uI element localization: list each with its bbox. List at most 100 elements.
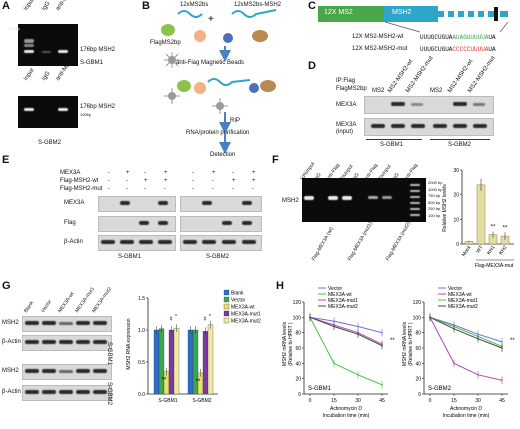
row-label: MEX3A	[60, 170, 81, 176]
cell-line-label: S-GBM1	[106, 342, 112, 366]
legend-label: Vector	[328, 286, 343, 292]
mut-sequence: UUUGCUGUACCCCCUUUUAUA	[420, 46, 496, 53]
series-line	[309, 317, 383, 386]
y-axis-title: MSH2 mRNA levels	[282, 322, 288, 366]
rip-schematic: +	[161, 9, 277, 154]
ms2bs-msh2-label: 12xMS2bs-MSH2	[234, 2, 282, 8]
y-tick-label: 20	[415, 377, 421, 383]
ladder-label: 1000 bp	[428, 186, 443, 192]
y-tick-label: 1.5	[138, 296, 145, 302]
msh2-block	[384, 6, 438, 22]
y-tick-label: 0	[418, 392, 421, 398]
treatment-mark: +	[164, 170, 168, 176]
series-line	[429, 317, 503, 381]
treatment-mark: -	[164, 186, 166, 192]
svg-text:+: +	[208, 14, 214, 25]
panel-subtitle: S-GBM1	[308, 386, 332, 392]
cell-line-label: S-GBM2	[106, 382, 112, 406]
ms2bs-label: 12xMS2bs	[180, 2, 209, 8]
significance-mark: **	[390, 338, 395, 344]
row-label: MEX3A	[336, 102, 357, 108]
y-tick-label: 80	[415, 331, 421, 337]
significance-mark: **	[162, 378, 167, 384]
y-tick-label: 0	[456, 242, 459, 248]
purification-label: RNA/protein purification	[186, 130, 250, 136]
blot-e2b	[180, 216, 262, 232]
legend-label: MEX3A-wt	[448, 292, 472, 298]
y-tick-label: 60	[415, 346, 421, 352]
flag-ms2bp-icon	[161, 24, 175, 36]
blot-e3	[98, 235, 176, 251]
bar	[202, 331, 209, 395]
chart-f-bar: 0 10 20 30 Mock WT KH1 KH2 ** ** Flag-MEX3A-mut Rel…	[442, 168, 514, 269]
x-tick-label: 30	[475, 398, 481, 404]
blot-label: β-Actin	[64, 239, 83, 245]
ladder-label: 250bp	[9, 26, 21, 31]
blot-e1b	[180, 196, 262, 212]
significance-mark: #	[170, 316, 173, 322]
x-tick-label: KH1	[486, 245, 497, 257]
panel-label-b: B	[142, 0, 150, 12]
x-tick-label: 0	[429, 398, 432, 404]
exon-track	[438, 7, 508, 21]
lane-labels-f: 10%Input IgG anti-Flag 2%Input IgG anti-Flag 2…	[299, 160, 434, 182]
data-point	[453, 328, 455, 330]
cell-line-label: S-GBM1	[118, 254, 142, 260]
lane-label: Blank	[23, 300, 36, 314]
treatment-mark: -	[232, 186, 234, 192]
x-tick-label: S-GBM2	[192, 398, 211, 404]
beads-label: anti-Flag Magnetic Beads	[176, 60, 245, 66]
x-tick-label: 30	[355, 398, 361, 404]
bar	[173, 327, 180, 395]
treatment-mark: +	[164, 178, 168, 184]
ladder-labels-f: 2000 bp 1000 bp 750 bp 500 bp 250 bp 100 bp	[428, 180, 452, 220]
lane-label: anti-MEX3A	[55, 0, 78, 12]
gel-image-a2	[18, 96, 78, 128]
y-tick-label: 60	[295, 346, 301, 352]
y-tick-label: 80	[295, 331, 301, 337]
x-tick-label: 15	[331, 398, 337, 404]
treatment-mark: -	[126, 178, 128, 184]
series-line	[429, 316, 503, 347]
y-axis-title: MSH2 mRNA levels	[402, 322, 408, 366]
legend-label: MEX3A-mut1	[231, 312, 261, 318]
ladder-label: 100 bp	[428, 212, 441, 218]
x-tick-label: Mock	[461, 244, 473, 258]
data-point	[357, 374, 359, 376]
legend-label: MEX3A-mut2	[328, 304, 358, 310]
treatment-mark: -	[192, 170, 194, 176]
data-point	[357, 325, 359, 328]
significance-mark: **	[196, 379, 201, 385]
blot-d2	[364, 118, 494, 136]
cell-line-label: S-GBM2	[206, 254, 230, 260]
y-axis-title: (Relative to HPRT )	[408, 322, 414, 365]
lane-label: IgG	[41, 0, 52, 13]
treatment-mark: -	[252, 186, 254, 192]
treatment-mark: +	[252, 170, 256, 176]
lane-label: MEX3A-wt	[57, 291, 76, 314]
legend-swatch	[223, 296, 230, 303]
legend-swatch	[223, 303, 230, 310]
x-tick-label: WT	[475, 245, 484, 255]
y-tick-label: 0.5	[138, 360, 145, 366]
rip-label: RIP	[230, 118, 241, 124]
ladder-label: 2000 bp	[428, 180, 443, 185]
row-label: MEX3A	[336, 122, 357, 128]
row-label: MSH2	[282, 198, 299, 204]
group-label: Flag-MEX3A (mut1)	[346, 220, 374, 262]
lane-label: IgG	[41, 70, 52, 82]
treatment-mark: -	[212, 186, 214, 192]
x-axis-title: Actinomycin D	[330, 406, 362, 412]
detection-label: Detection	[210, 152, 236, 158]
lane-label: MS2	[430, 88, 443, 94]
blot-e1	[98, 196, 176, 212]
treatment-grid: - + - + - + - + - - + + - - + + - - - - - - - -	[104, 170, 264, 194]
data-point	[333, 325, 335, 328]
bar	[207, 324, 214, 395]
group-label: Flag-MEX3A (wt)	[310, 226, 335, 262]
ladder-label: 500 bp	[428, 199, 441, 205]
significance-mark: **	[510, 338, 515, 344]
cell-line-label: S-GBM1	[380, 142, 404, 148]
